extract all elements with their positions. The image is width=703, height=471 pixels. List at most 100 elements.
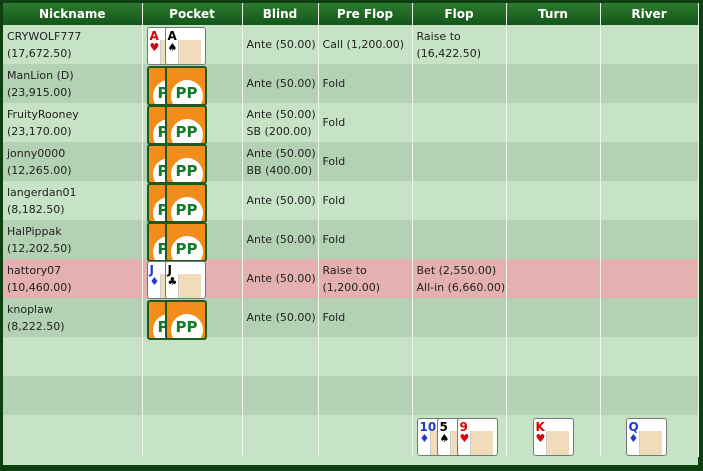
card-suit-icon: ♠	[167, 40, 178, 54]
preflop-action: (1,200.00)	[322, 280, 381, 294]
card-face	[177, 273, 201, 298]
cell-pocket: PPPP	[142, 220, 243, 262]
cell-pre-flop: Fold	[318, 142, 413, 181]
player-row: hattory07 (10,460.00) J ♦ J ♣ Ante (50.00) Rais…	[3, 259, 699, 299]
cell-blind: Ante (50.00)	[242, 259, 319, 298]
cell-blind	[242, 376, 319, 415]
board-river-cards: Q ♦	[605, 417, 694, 456]
card-suit-icon: ♥	[535, 432, 546, 445]
cell-blind: Ante (50.00)	[242, 64, 319, 103]
cell-nickname: langerdan01 (8,182.50)	[3, 181, 143, 220]
player-row: FruityRooney (23,170.00) PPPP Ante (50.00) S…	[3, 103, 699, 145]
cell-flop	[412, 142, 507, 181]
cell-pocket	[142, 415, 243, 457]
cell-river: Q ♦	[600, 415, 699, 457]
preflop-action: Fold	[322, 155, 346, 168]
player-name[interactable]: ManLion (D)	[7, 68, 74, 82]
card-suit-icon: ♥	[459, 432, 470, 445]
player-name[interactable]: CRYWOLF777	[7, 29, 82, 43]
cell-blind: Ante (50.00) SB (200.00)	[242, 103, 319, 142]
cell-blind: Ante (50.00)	[242, 220, 319, 259]
card-back-logo: PP	[170, 118, 203, 143]
cell-pre-flop	[318, 337, 413, 376]
card-back: PP	[164, 182, 207, 223]
cell-pocket: PPPP	[142, 142, 243, 184]
player-name[interactable]: jonny0000	[7, 146, 66, 160]
cell-flop: 10 ♦ 5 ♠ 9 ♥	[412, 415, 507, 457]
cell-river	[600, 142, 699, 181]
column-header-pre-flop[interactable]: Pre Flop	[318, 3, 413, 25]
cell-blind	[242, 415, 319, 457]
flop-action: All-in (6,660.00)	[416, 280, 506, 294]
cell-river	[600, 25, 699, 64]
board-turn-cards: K ♥	[511, 417, 596, 456]
column-header-turn[interactable]: Turn	[506, 3, 601, 25]
player-name[interactable]: HalPippak	[7, 224, 62, 238]
card-rank: 10	[419, 420, 437, 434]
cell-turn	[506, 181, 601, 220]
cell-nickname: CRYWOLF777 (17,672.50)	[3, 25, 143, 64]
cell-pre-flop	[318, 415, 413, 457]
cell-blind: Ante (50.00)	[242, 25, 319, 64]
player-name[interactable]: langerdan01	[7, 185, 77, 199]
player-name[interactable]: FruityRooney	[7, 107, 79, 121]
card-face	[545, 431, 569, 455]
cell-blind: Ante (50.00) BB (400.00)	[242, 142, 319, 181]
blind-action: Ante (50.00)	[246, 77, 316, 90]
card-back: PP	[164, 299, 207, 340]
column-header-pocket[interactable]: Pocket	[142, 3, 243, 25]
player-stack: (8,222.50)	[7, 319, 65, 333]
player-row: CRYWOLF777 (17,672.50) A ♥ A ♠ Ante (50.00) Cal…	[3, 25, 699, 65]
cell-river	[600, 103, 699, 142]
cell-blind	[242, 337, 319, 376]
blind-action: Ante (50.00)	[246, 146, 316, 160]
player-name[interactable]: knoplaw	[7, 302, 53, 316]
cell-pre-flop	[318, 376, 413, 415]
card-suit-icon: ♠	[439, 432, 450, 445]
card-rank: A	[149, 28, 159, 43]
player-row: jonny0000 (12,265.00) PPPP Ante (50.00) BB (…	[3, 142, 699, 184]
player-name[interactable]: hattory07	[7, 263, 62, 277]
cell-pre-flop: Fold	[318, 298, 413, 337]
player-stack: (23,170.00)	[7, 124, 72, 138]
pocket-cards: PPPP	[146, 221, 238, 262]
blind-action: Ante (50.00)	[246, 107, 316, 121]
card-back-logo: PP	[170, 235, 203, 260]
preflop-action: Raise to	[322, 263, 367, 277]
card-rank: A	[167, 28, 177, 43]
card-face	[177, 39, 201, 64]
card-back-logo: PP	[170, 313, 203, 338]
card-back: PP	[164, 104, 207, 145]
cell-flop: Bet (2,550.00) All-in (6,660.00)	[412, 259, 507, 298]
player-stack: (8,182.50)	[7, 202, 65, 216]
flop-action: Bet (2,550.00)	[416, 263, 497, 277]
preflop-action: Fold	[322, 233, 346, 246]
column-header-nickname[interactable]: Nickname	[3, 3, 143, 25]
cell-pocket: A ♥ A ♠	[142, 25, 243, 65]
cell-nickname	[3, 376, 143, 415]
cell-pre-flop: Fold	[318, 64, 413, 103]
cell-river	[600, 181, 699, 220]
preflop-action: Call (1,200.00)	[322, 38, 405, 51]
cell-turn: K ♥	[506, 415, 601, 457]
card-suit-icon: ♦	[419, 432, 430, 445]
header-row: Nickname Pocket Blind Pre Flop Flop Turn River	[3, 3, 699, 25]
cell-blind: Ante (50.00)	[242, 181, 319, 220]
flop-action: Raise to	[416, 29, 461, 43]
board-row: 10 ♦ 5 ♠ 9 ♥ K ♥ Q ♦	[3, 415, 699, 457]
cell-nickname: jonny0000 (12,265.00)	[3, 142, 143, 181]
column-header-river[interactable]: River	[600, 3, 699, 25]
pocket-cards: PPPP	[146, 104, 238, 145]
playing-card: Q ♦	[625, 418, 667, 456]
player-stack: (23,915.00)	[7, 85, 72, 99]
cell-pocket: PPPP	[142, 298, 243, 340]
cell-nickname: ManLion (D) (23,915.00)	[3, 64, 143, 103]
cell-nickname	[3, 415, 143, 457]
column-header-blind[interactable]: Blind	[242, 3, 319, 25]
column-header-flop[interactable]: Flop	[412, 3, 507, 25]
cell-pocket: PPPP	[142, 103, 243, 145]
blind-action: Ante (50.00)	[246, 38, 316, 51]
preflop-action: Fold	[322, 77, 346, 90]
cell-river	[600, 298, 699, 337]
cell-flop: Raise to (16,422.50)	[412, 25, 507, 64]
